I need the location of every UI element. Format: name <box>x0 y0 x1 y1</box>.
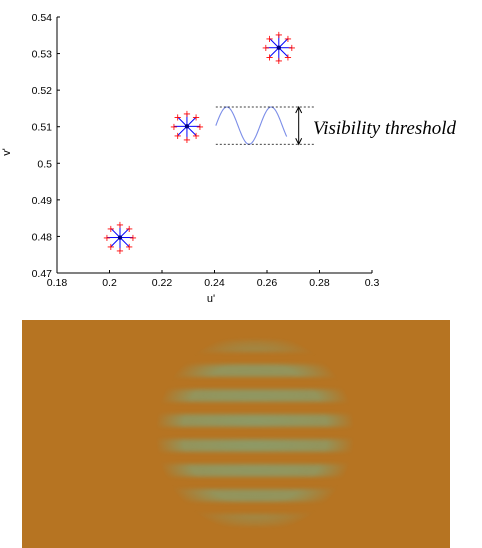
plus-marker: + <box>284 34 292 45</box>
y-tick-label: 0.49 <box>32 195 53 207</box>
plus-marker: + <box>116 246 124 257</box>
x-tick-label: 0.24 <box>204 277 225 289</box>
plus-marker: + <box>288 43 296 54</box>
x-tick-label: 0.26 <box>257 277 278 289</box>
star-center <box>117 235 123 240</box>
grating-stripe <box>155 439 355 452</box>
grating-stripe <box>155 464 355 477</box>
grating-stripe <box>155 339 355 352</box>
plus-marker: + <box>125 242 133 253</box>
plus-marker: + <box>275 30 283 41</box>
plus-marker: + <box>174 131 182 142</box>
x-tick-label: 0.22 <box>152 277 173 289</box>
plus-marker: + <box>107 224 115 235</box>
grating-stripe <box>155 414 355 427</box>
threshold-wave-group <box>215 105 315 146</box>
plus-marker: + <box>265 34 273 45</box>
y-tick-label: 0.47 <box>32 268 53 280</box>
threshold-sine-wave <box>215 106 288 145</box>
star-marker: ++++++ + + <box>103 220 137 257</box>
plus-marker: + <box>107 242 115 253</box>
plus-marker: + <box>183 109 191 120</box>
y-tick-label: 0.53 <box>32 49 53 61</box>
plus-marker: + <box>262 43 270 54</box>
y-tick-label: 0.51 <box>32 122 53 134</box>
grating-stripe <box>155 489 355 502</box>
x-tick-label: 0.3 <box>365 277 380 289</box>
chart-ticks: 0.18 0.2 0.22 0.24 0.26 0.28 0.3 0.47 0.48 0.49 0.… <box>32 12 380 289</box>
x-tick-label: 0.2 <box>102 277 117 289</box>
cie-uv-scatter-chart: 0.18 0.2 0.22 0.24 0.26 0.28 0.3 0.47 0.48 0.49 0.… <box>1 12 457 305</box>
plus-marker: + <box>116 220 124 231</box>
y-tick-label: 0.5 <box>37 158 52 170</box>
x-tick-label: 0.18 <box>47 277 68 289</box>
x-axis-label: u' <box>207 293 215 305</box>
y-tick-label: 0.52 <box>32 85 53 97</box>
plus-marker: + <box>183 135 191 146</box>
y-axis-label: v' <box>1 148 13 156</box>
y-tick-label: 0.54 <box>32 12 53 24</box>
plus-marker: + <box>265 52 273 63</box>
plus-marker: + <box>192 131 200 142</box>
plus-marker: + <box>284 52 292 63</box>
amplitude-arrow-up <box>295 105 303 114</box>
plus-marker: + <box>170 122 178 133</box>
star-center <box>276 45 282 50</box>
grating-stripe <box>155 514 355 527</box>
grating-stripes <box>155 339 355 527</box>
x-tick-label: 0.28 <box>309 277 330 289</box>
grating-stripe <box>155 364 355 377</box>
star-marker: ++++++ + + <box>170 109 204 146</box>
plus-marker: + <box>174 113 182 124</box>
color-grating-stimulus <box>22 320 450 548</box>
plus-marker: + <box>103 233 111 244</box>
plus-marker: + <box>275 56 283 67</box>
visibility-threshold-label: Visibility threshold <box>313 118 457 139</box>
plus-marker: + <box>129 233 137 244</box>
star-marker: ++++++ + + <box>262 30 296 67</box>
stimulus-background <box>22 320 450 548</box>
plus-marker: + <box>125 224 133 235</box>
chart-markers: ++++++ + +++++++ + +++++++ + + <box>103 30 296 257</box>
grating-stripe <box>155 389 355 402</box>
plus-marker: + <box>196 122 204 133</box>
amplitude-arrow-down <box>295 138 303 146</box>
plus-marker: + <box>192 113 200 124</box>
star-center <box>184 124 190 129</box>
y-tick-label: 0.48 <box>32 231 53 243</box>
